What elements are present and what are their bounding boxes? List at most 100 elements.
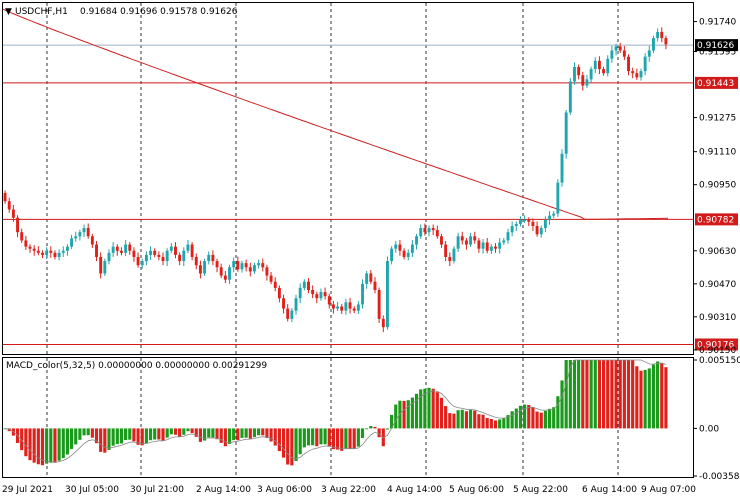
candle-body xyxy=(86,228,90,237)
macd-bar xyxy=(298,428,302,455)
candle-body xyxy=(481,242,485,249)
candle-body xyxy=(157,254,161,257)
candle-body xyxy=(639,71,643,78)
macd-bar xyxy=(647,368,651,429)
macd-bar xyxy=(593,360,597,429)
macd-bar xyxy=(28,428,32,461)
time-label: 5 Aug 22:00 xyxy=(513,485,568,495)
macd-bar xyxy=(132,428,136,442)
macd-bar xyxy=(635,366,639,429)
level-price-tag xyxy=(695,338,738,351)
macd-bar xyxy=(643,369,647,429)
candle-body xyxy=(548,215,552,220)
candle-body xyxy=(186,244,190,251)
macd-bar xyxy=(94,428,99,444)
macd-tick-label: 0.00 xyxy=(699,424,719,434)
macd-bar xyxy=(502,418,506,429)
macd-bar xyxy=(414,393,419,429)
level-price-label: 0.90782 xyxy=(697,215,734,225)
ohlc-values: 0.91684 0.91696 0.91578 0.91626 xyxy=(80,7,238,17)
macd-bar xyxy=(377,428,381,438)
candle-body xyxy=(373,281,377,290)
candle-body xyxy=(390,248,394,262)
macd-bar xyxy=(286,428,290,465)
macd-bar xyxy=(281,428,286,458)
macd-bar xyxy=(352,428,356,449)
candle-body xyxy=(419,228,423,237)
level-price-label: 0.91443 xyxy=(697,79,734,89)
candle-body xyxy=(485,242,489,251)
candle-body xyxy=(298,287,302,299)
candle-body xyxy=(244,263,248,268)
macd-bar xyxy=(327,428,331,447)
candle-body xyxy=(215,261,219,268)
candle-body xyxy=(169,246,173,251)
macd-bar xyxy=(107,428,111,450)
candle-body xyxy=(643,56,647,72)
price-tick-label: 0.91740 xyxy=(699,18,736,28)
time-label: 4 Aug 14:00 xyxy=(387,485,442,495)
macd-bar xyxy=(473,410,477,429)
macd-bar xyxy=(419,389,423,429)
macd-bar xyxy=(165,428,169,438)
candle-body xyxy=(286,308,290,319)
candle-body xyxy=(153,250,157,255)
macd-bar xyxy=(78,428,82,440)
candle-body xyxy=(3,192,7,202)
candle-body xyxy=(427,228,431,233)
candle-body xyxy=(307,281,310,290)
candle-body xyxy=(282,298,286,309)
candle-body xyxy=(90,236,94,245)
macd-bar xyxy=(319,428,323,445)
level-price-tag xyxy=(695,39,738,52)
candle-body xyxy=(165,250,169,262)
candle-body xyxy=(20,232,24,241)
main-pane-frame xyxy=(2,2,694,355)
horizontal-levels[interactable]: 0.91626 0.91443 0.90782 0.90176 xyxy=(3,39,738,351)
candle-body xyxy=(265,267,269,276)
candle-body xyxy=(631,71,635,74)
candle-body xyxy=(502,240,506,243)
macd-bar xyxy=(49,428,53,463)
macd-bar xyxy=(161,428,165,441)
candle-body xyxy=(161,256,165,262)
candle-body xyxy=(248,267,252,272)
macd-bar xyxy=(468,409,473,429)
candle-body xyxy=(24,240,28,247)
scroll-triangle-icon[interactable]: ▼ xyxy=(5,7,12,17)
macd-bar xyxy=(344,428,348,449)
macd-bar xyxy=(639,370,643,429)
macd-bar xyxy=(53,428,57,463)
macd-bar xyxy=(585,360,589,429)
macd-bar xyxy=(202,428,207,441)
macd-bar xyxy=(223,428,227,447)
macd-bar xyxy=(148,428,153,441)
macd-bar xyxy=(427,387,431,429)
macd-bar xyxy=(90,428,94,438)
macd-bar xyxy=(227,428,232,444)
candle-body xyxy=(356,304,360,311)
candle-body xyxy=(423,228,427,233)
macd-bar xyxy=(3,428,7,430)
macd-bar xyxy=(236,428,240,441)
time-label: 5 Aug 06:00 xyxy=(449,485,504,495)
macd-bar xyxy=(614,360,618,429)
macd-bar xyxy=(244,428,248,438)
macd-bar xyxy=(535,411,539,429)
candle-body xyxy=(174,246,177,255)
candle-body xyxy=(294,298,298,311)
macd-bar xyxy=(523,404,527,429)
candles[interactable] xyxy=(3,27,668,333)
macd-bar xyxy=(198,428,203,442)
macd-bar xyxy=(489,418,493,429)
candle-body xyxy=(381,318,385,328)
candle-body xyxy=(597,60,601,70)
time-axis: 29 Jul 2021 30 Jul 05:00 30 Jul 21:00 2 Aug… xyxy=(2,485,696,495)
macd-bar xyxy=(32,428,36,463)
macd-bar xyxy=(153,428,157,440)
candle-body xyxy=(36,250,40,253)
candle-body xyxy=(95,244,98,257)
macd-bar xyxy=(24,428,28,457)
candle-body xyxy=(344,302,348,311)
